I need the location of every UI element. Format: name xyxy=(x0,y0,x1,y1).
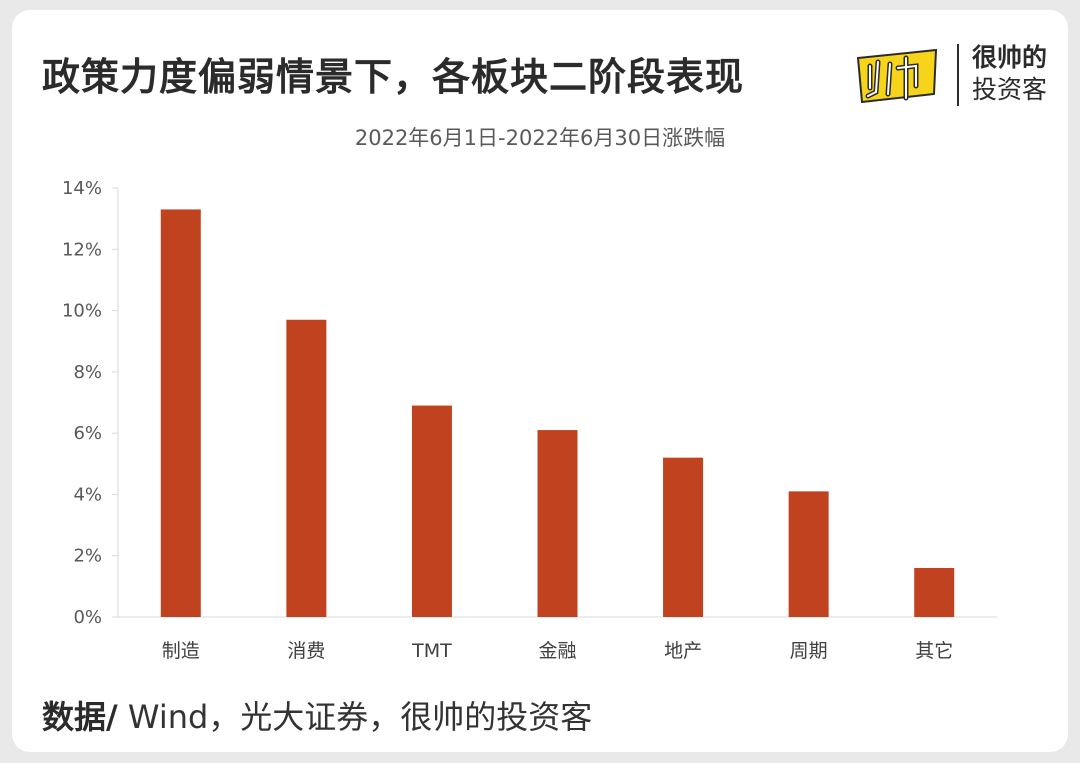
bar xyxy=(286,319,327,617)
brand-logo: 很帅的 投资客 xyxy=(854,38,1054,114)
y-tick-label: 6% xyxy=(73,423,102,444)
y-tick-label: 0% xyxy=(73,607,102,628)
x-tick-label: 金融 xyxy=(538,640,576,662)
chart-card: 政策力度偏弱情景下，各板块二阶段表现 很帅的 投资客 2022年6月1日-202… xyxy=(12,10,1068,752)
bar xyxy=(160,209,201,617)
chart-subtitle: 2022年6月1日-2022年6月30日涨跌幅 xyxy=(354,126,726,150)
source-label: 数据/ xyxy=(42,698,118,736)
source-note: 数据/ Wind，光大证券，很帅的投资客 xyxy=(42,692,592,738)
y-tick-label: 14% xyxy=(62,178,102,199)
logo-line2: 投资客 xyxy=(972,75,1048,104)
y-tick-label: 12% xyxy=(62,239,102,260)
page-title: 政策力度偏弱情景下，各板块二阶段表现 xyxy=(42,55,745,99)
bar-chart: 0% 2% 4% 6% 8% 10% 12% 14% 制造 消费 TMT 金融 地产 周期 其它 xyxy=(62,178,997,662)
bar xyxy=(914,567,955,617)
logo-text: 很帅的 投资客 xyxy=(972,42,1062,106)
y-tick-label: 10% xyxy=(62,301,102,322)
x-tick-label: 制造 xyxy=(162,640,200,662)
y-tick-label: 2% xyxy=(73,546,102,567)
x-tick-label: 地产 xyxy=(664,640,702,662)
x-tick-label: 其它 xyxy=(915,640,953,662)
y-tick-label: 4% xyxy=(73,484,102,505)
bar xyxy=(411,405,452,617)
y-tick-label: 8% xyxy=(73,362,102,383)
bar xyxy=(788,491,829,617)
x-tick-label: 消费 xyxy=(287,640,325,662)
logo-divider xyxy=(957,44,959,106)
x-tick-label: TMT xyxy=(411,640,452,662)
bar xyxy=(537,430,578,617)
shuai-logo-icon xyxy=(856,48,938,104)
source-text: Wind，光大证券，很帅的投资客 xyxy=(117,698,593,736)
bar xyxy=(663,457,704,617)
x-tick-label: 周期 xyxy=(790,640,828,662)
logo-line1: 很帅的 xyxy=(972,43,1048,72)
